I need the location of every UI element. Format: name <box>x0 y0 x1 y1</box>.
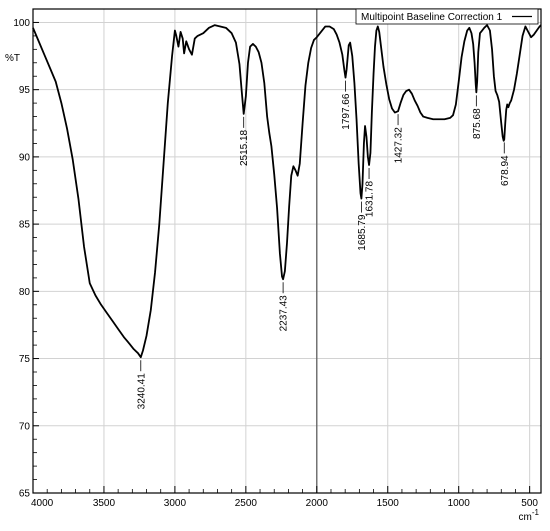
legend-entry-label: Multipoint Baseline Correction 1 <box>361 12 503 23</box>
peak-label: 3240.41 <box>136 373 147 410</box>
peak-annotations: 3240.41 2515.18 2237.43 1797.66 1685.791631.… <box>136 80 511 410</box>
axes: 65 70 75 80 85 90 95 100 4000 3500 3000 2500 2000 150… <box>5 8 542 523</box>
y-tick-label: 100 <box>13 18 30 29</box>
peak-label: 1631.78 <box>365 181 376 218</box>
x-tick-label: 3000 <box>164 498 187 509</box>
y-axis-label: %T <box>5 53 20 64</box>
x-tick-label: 2000 <box>306 498 329 509</box>
peak-label: 1685.79 <box>357 214 368 251</box>
x-tick-label: 1500 <box>377 498 400 509</box>
x-tick-label: 3500 <box>93 498 116 509</box>
y-tick-label: 80 <box>19 287 31 298</box>
peak-label: 2237.43 <box>279 295 290 332</box>
y-tick-label: 65 <box>19 489 31 500</box>
y-tick-label: 95 <box>19 85 31 96</box>
peak-label: 678.94 <box>500 155 511 186</box>
legend: Multipoint Baseline Correction 1 <box>355 8 539 25</box>
x-tick-label: 1000 <box>448 498 471 509</box>
x-tick-label: 500 <box>521 498 538 509</box>
y-tick-label: 90 <box>19 152 31 163</box>
peak-label: 875.68 <box>472 108 483 139</box>
legend-box <box>355 8 539 25</box>
peak-label: 1427.32 <box>394 127 405 164</box>
x-axis-label: cm-1 <box>519 508 540 523</box>
y-tick-label: 85 <box>19 220 31 231</box>
spectrum-line <box>32 24 542 359</box>
grid-layer <box>33 9 541 493</box>
peak-label: 2515.18 <box>239 129 250 166</box>
x-tick-label: 4000 <box>31 498 54 509</box>
y-tick-label: 70 <box>19 421 31 432</box>
y-tick-label: 75 <box>19 354 31 365</box>
plot-frame <box>32 8 542 494</box>
peak-label: 1797.66 <box>341 93 352 130</box>
spectrum-series <box>32 24 542 359</box>
x-tick-label: 2500 <box>235 498 258 509</box>
